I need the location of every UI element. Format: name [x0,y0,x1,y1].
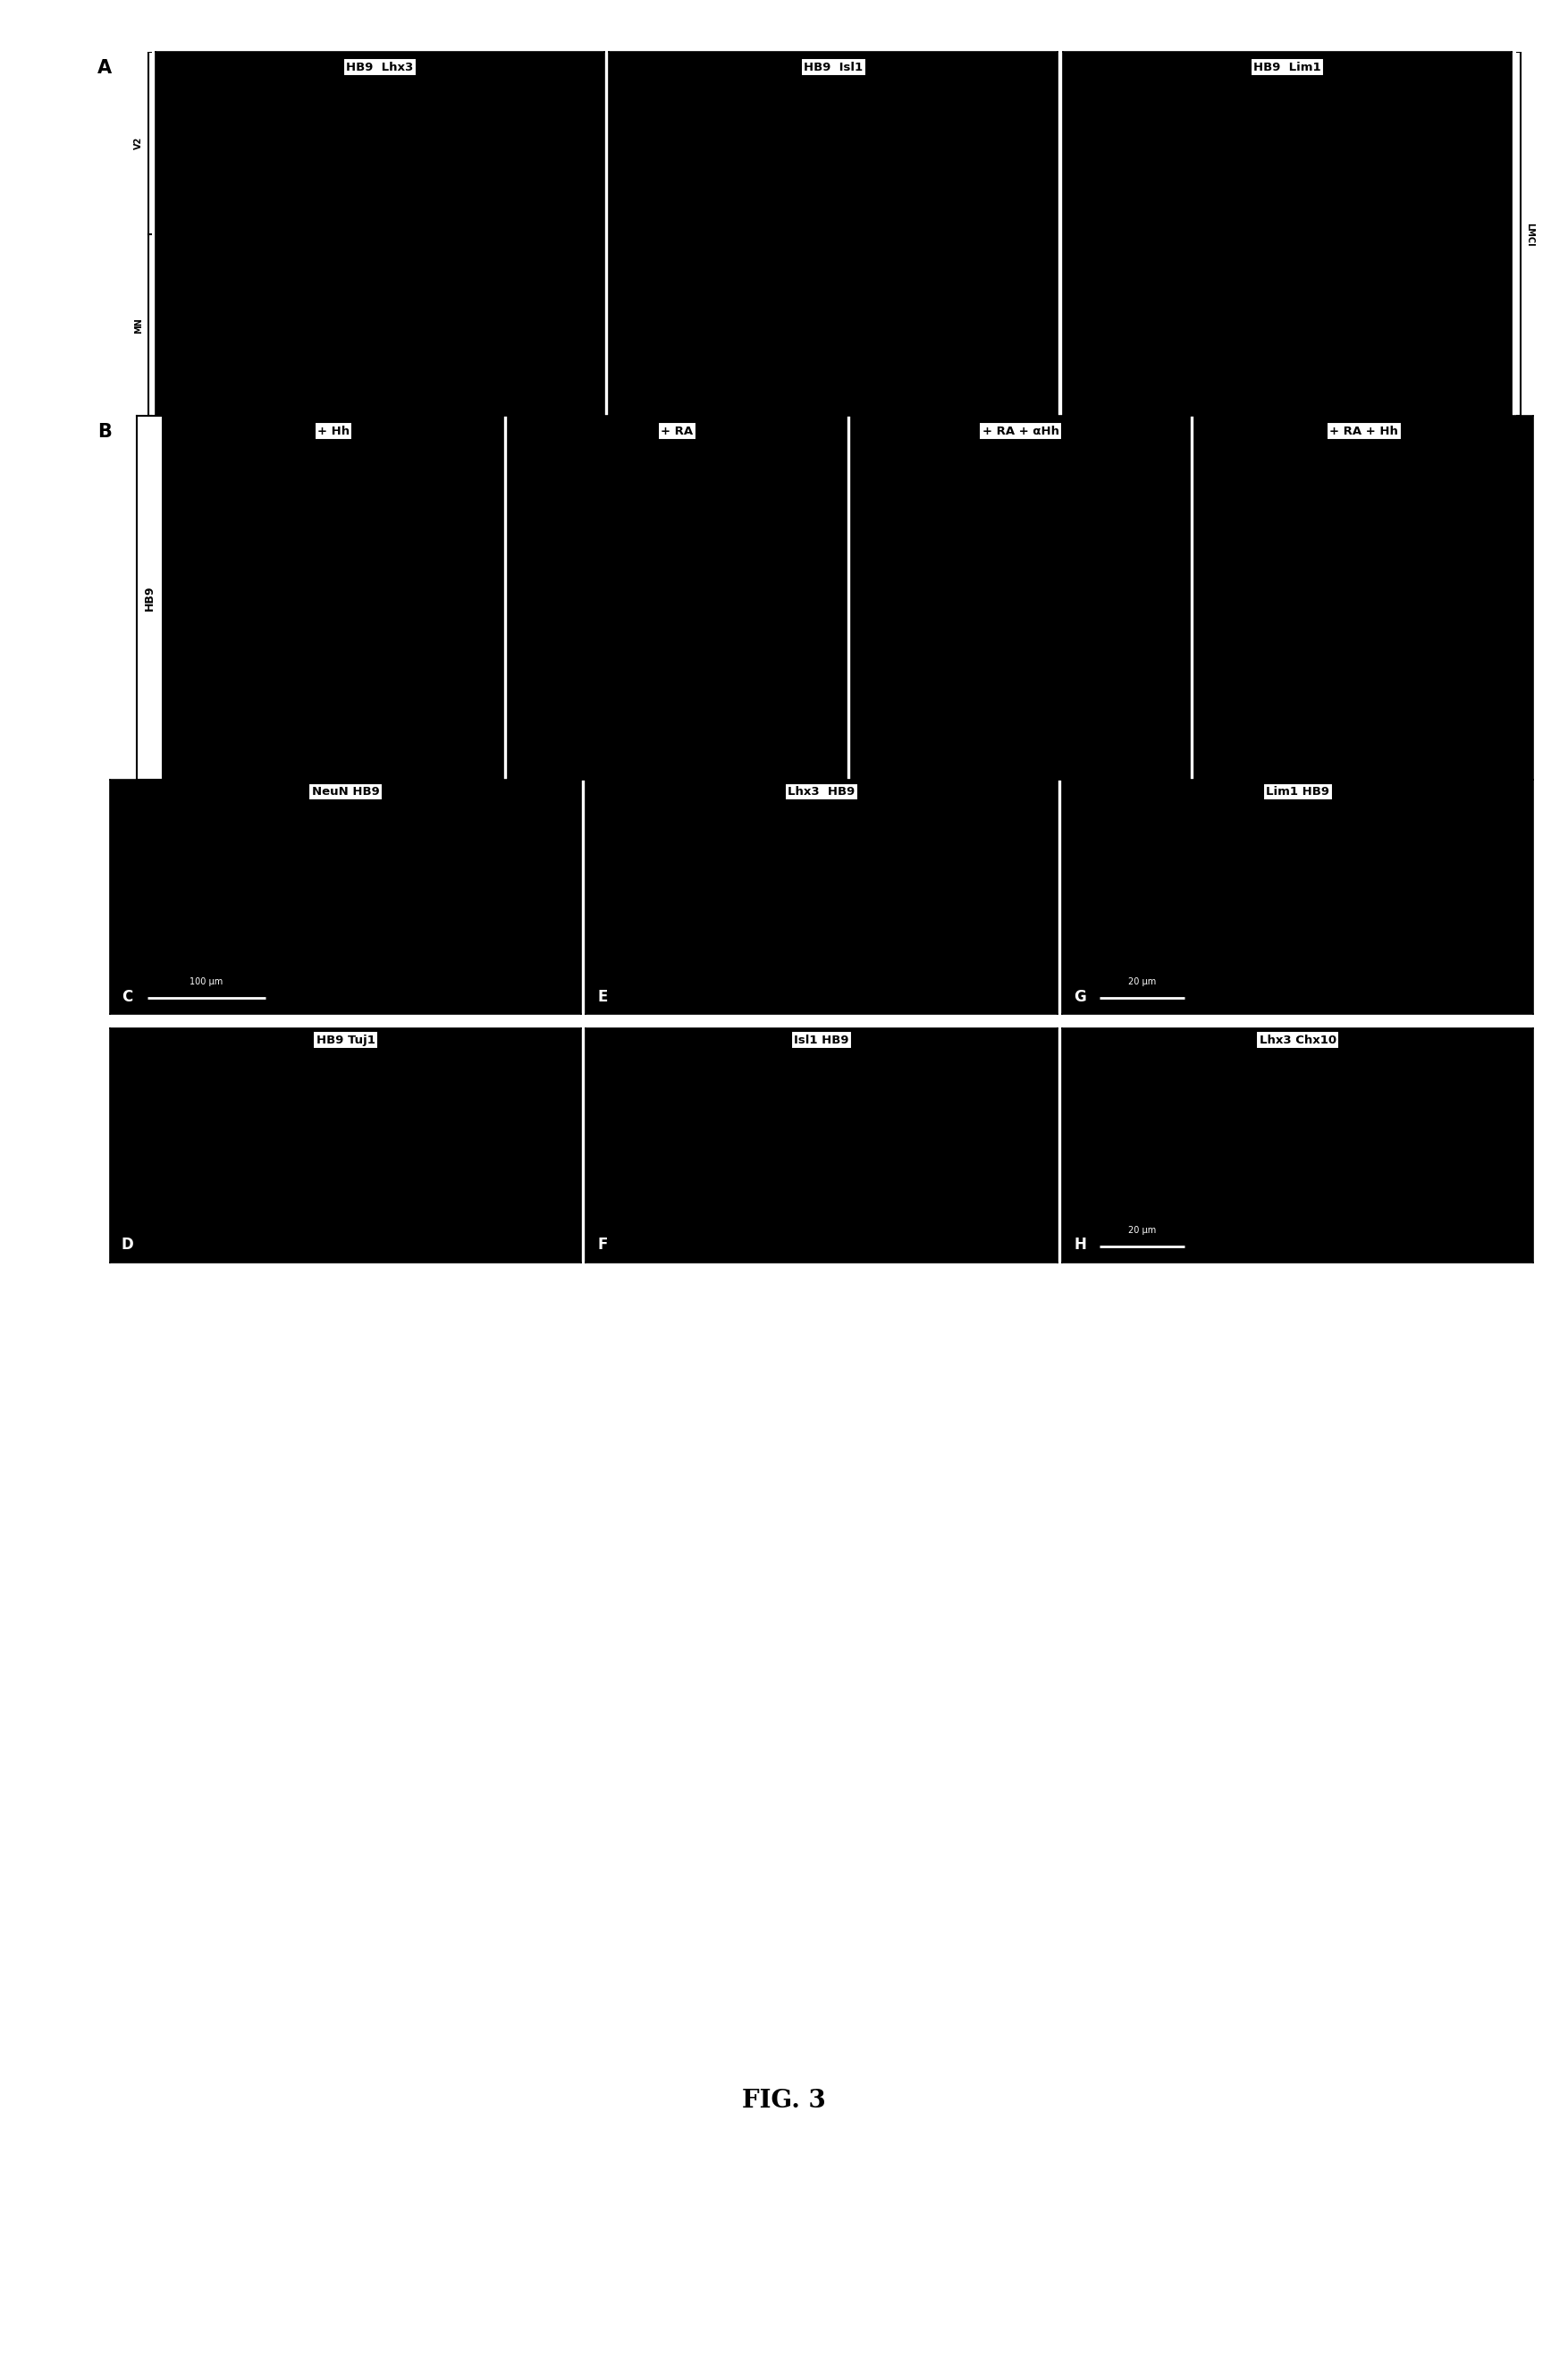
Text: 100 μm: 100 μm [190,978,223,985]
Text: A: A [97,59,111,78]
Text: 20 μm: 20 μm [1129,978,1156,985]
Text: C: C [122,988,133,1004]
Text: Isl1 HB9: Isl1 HB9 [793,1035,850,1047]
Text: + RA: + RA [660,425,693,437]
Text: LMCl: LMCl [1526,223,1535,247]
Text: Lhx3 Chx10: Lhx3 Chx10 [1259,1035,1336,1047]
Text: F: F [597,1237,608,1253]
Text: B: B [97,423,111,442]
Text: Lim1 HB9: Lim1 HB9 [1265,786,1330,798]
Text: NeuN HB9: NeuN HB9 [312,786,379,798]
Text: HB9  Lim1: HB9 Lim1 [1253,62,1320,74]
Text: + RA + αHh: + RA + αHh [982,425,1058,437]
Text: H: H [1074,1237,1087,1253]
Text: + RA + Hh: + RA + Hh [1330,425,1399,437]
Text: 20 μm: 20 μm [1129,1225,1156,1234]
Text: + Hh: + Hh [317,425,350,437]
Text: E: E [597,988,608,1004]
Text: HB9: HB9 [144,586,155,610]
Text: MN: MN [135,318,143,332]
Text: D: D [122,1237,133,1253]
Text: HB9  Isl1: HB9 Isl1 [804,62,862,74]
Text: HB9 Tuj1: HB9 Tuj1 [317,1035,375,1047]
Text: G: G [1074,988,1087,1004]
Text: V2: V2 [135,138,143,150]
Text: HB9  Lhx3: HB9 Lhx3 [347,62,414,74]
Text: Lhx3  HB9: Lhx3 HB9 [789,786,855,798]
Text: FIG. 3: FIG. 3 [742,2089,826,2113]
